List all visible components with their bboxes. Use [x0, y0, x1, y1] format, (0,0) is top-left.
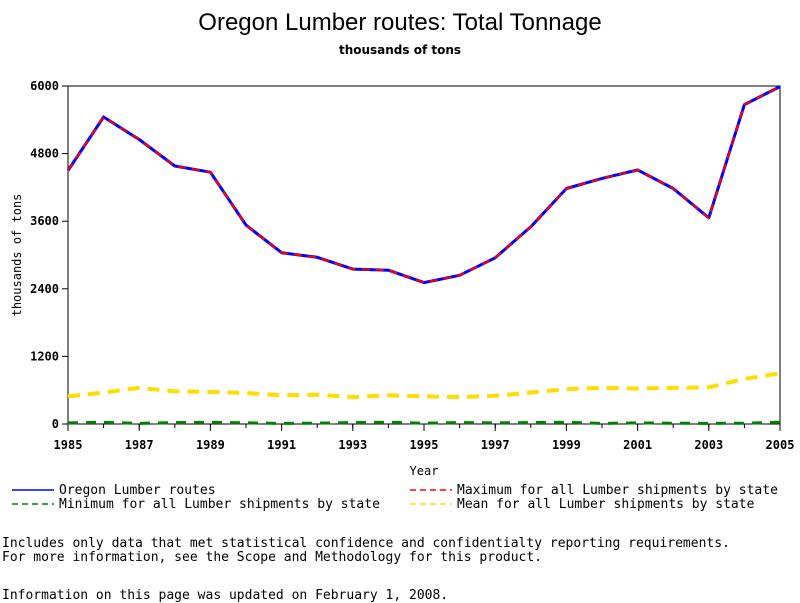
series-line-oregon-lumber-routes [66, 85, 781, 285]
y-tick-label: 4800 [30, 147, 59, 161]
legend-item-mean-label: Mean for all Lumber shipments by state [457, 497, 755, 512]
x-tick-label: 2003 [694, 438, 723, 452]
y-tick-label: 3600 [30, 214, 59, 228]
updated-note: Information on this page was updated on … [2, 588, 449, 603]
x-tick-label: 1987 [125, 438, 154, 452]
series-layer [66, 85, 781, 425]
y-axis-label: thousands of tons [10, 194, 24, 317]
x-tick-label: 1985 [54, 438, 83, 452]
y-tick-label: 2400 [30, 282, 59, 296]
y-axis: 0 1200 2400 3600 4800 6000 [30, 79, 68, 431]
x-tick-label: 1999 [552, 438, 581, 452]
chart-title: Oregon Lumber routes: Total Tonnage [198, 9, 601, 36]
chart: Oregon Lumber routes: Total Tonnage thou… [10, 9, 795, 512]
legend-item-minimum-label: Minimum for all Lumber shipments by stat… [59, 497, 380, 512]
chart-subtitle: thousands of tons [339, 43, 461, 57]
series-line-minimum [67, 420, 781, 425]
x-tick-label: 2001 [623, 438, 652, 452]
x-axis-label: Year [410, 464, 439, 478]
legend-item-maximum-label: Maximum for all Lumber shipments by stat… [457, 483, 778, 498]
x-tick-label: 1991 [267, 438, 296, 452]
x-axis: 1985 1987 1989 1991 1993 1995 1997 1999 2001 2003… [54, 424, 795, 452]
x-tick-label: 1995 [410, 438, 439, 452]
x-tick-label: 1989 [196, 438, 225, 452]
x-tick-label: 1997 [481, 438, 510, 452]
series-line-mean [67, 371, 781, 399]
y-tick-label: 6000 [30, 79, 59, 93]
methodology-note: For more information, see the Scope and … [2, 550, 543, 565]
series-line-maximum [67, 85, 781, 284]
y-tick-label: 1200 [30, 349, 59, 363]
x-tick-label: 1993 [338, 438, 367, 452]
x-tick-label: 2005 [766, 438, 795, 452]
y-tick-label: 0 [52, 417, 59, 431]
plot-frame [67, 85, 781, 425]
legend: Oregon Lumber routes Maximum for all Lumb… [12, 483, 778, 512]
confidence-note: Includes only data that met statistical … [2, 536, 730, 551]
legend-item-oregon-lumber-routes-label: Oregon Lumber routes [59, 483, 216, 498]
